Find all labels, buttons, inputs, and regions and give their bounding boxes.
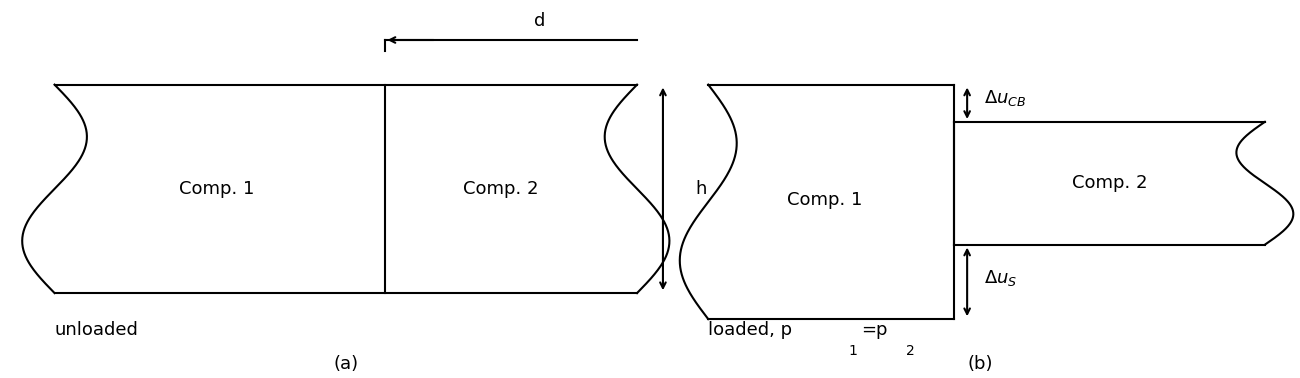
Text: 1: 1 xyxy=(848,344,857,358)
Text: $\Delta u_{CB}$: $\Delta u_{CB}$ xyxy=(984,88,1027,108)
Text: =p: =p xyxy=(861,321,888,339)
Text: d: d xyxy=(534,12,546,30)
Text: 2: 2 xyxy=(906,344,915,358)
Text: Comp. 2: Comp. 2 xyxy=(463,180,540,198)
Text: Comp. 1: Comp. 1 xyxy=(178,180,254,198)
Text: (a): (a) xyxy=(333,355,359,373)
Text: loaded, p: loaded, p xyxy=(708,321,793,339)
Text: $\Delta u_{S}$: $\Delta u_{S}$ xyxy=(984,268,1018,288)
Text: (b): (b) xyxy=(967,355,993,373)
Text: h: h xyxy=(696,180,707,198)
Text: Comp. 1: Comp. 1 xyxy=(786,191,862,209)
Text: Comp. 2: Comp. 2 xyxy=(1071,174,1148,192)
Text: unloaded: unloaded xyxy=(55,321,138,339)
